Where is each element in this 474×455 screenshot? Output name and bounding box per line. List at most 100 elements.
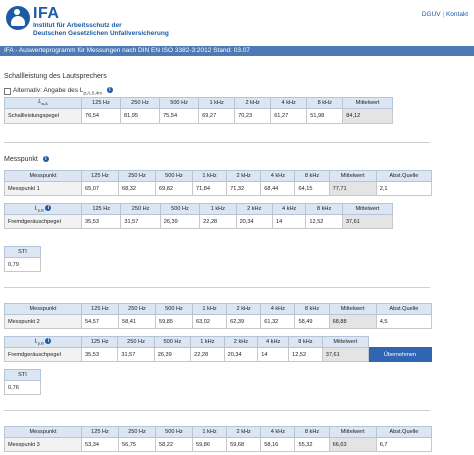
alternative-checkbox[interactable] bbox=[4, 88, 11, 95]
distance-input[interactable]: 6,7 bbox=[375, 437, 433, 452]
noise-corner-header: Lp,B i bbox=[4, 203, 82, 215]
col-header: 4 kHz bbox=[260, 170, 296, 182]
col-header: 250 Hz bbox=[117, 336, 155, 348]
point-value-input[interactable]: 58,16 bbox=[260, 437, 296, 452]
col-header: 2 kHz bbox=[226, 170, 262, 182]
section-divider bbox=[4, 287, 430, 288]
col-header: 1 kHz bbox=[198, 97, 236, 109]
col-header: 1 kHz bbox=[190, 336, 225, 348]
point-value-input[interactable]: 59,85 bbox=[154, 314, 193, 329]
speaker-value-input[interactable]: 76,54 bbox=[80, 108, 122, 124]
distance-input[interactable]: 4,5 bbox=[375, 314, 433, 329]
col-header: Mittelwert bbox=[342, 97, 393, 109]
info-icon[interactable]: i bbox=[106, 87, 113, 94]
noise-value-input[interactable]: 12,52 bbox=[288, 347, 323, 362]
alternative-label: Alternativ: Angabe des Lp,A,S,4m i bbox=[13, 87, 113, 95]
uebernehmen-button[interactable]: Übernehmen bbox=[367, 347, 433, 362]
point-value-input[interactable]: 59,68 bbox=[226, 437, 262, 452]
speaker-value-input[interactable]: 81,95 bbox=[120, 108, 161, 124]
speaker-row-label: Schallleistungspegel bbox=[4, 108, 82, 124]
point-value-input[interactable]: 69,82 bbox=[154, 181, 193, 196]
point-1-sti-table: STI 0,79 bbox=[4, 246, 41, 272]
point-value-input[interactable]: 63,02 bbox=[191, 314, 228, 329]
sti-value: 0,79 bbox=[4, 257, 41, 272]
noise-value-input[interactable]: 31,57 bbox=[117, 347, 155, 362]
noise-value-input[interactable]: 31,57 bbox=[120, 214, 161, 229]
speaker-value-input[interactable]: 75,54 bbox=[159, 108, 200, 124]
point-value-input[interactable]: 58,49 bbox=[294, 314, 330, 329]
point-value-input[interactable]: 59,86 bbox=[191, 437, 228, 452]
col-header: 2 kHz bbox=[223, 336, 259, 348]
point-1-table: Messpunkt 125 Hz 250 Hz 500 Hz 1 kHz 2 k… bbox=[4, 170, 433, 196]
noise-value-input[interactable]: 26,39 bbox=[153, 347, 192, 362]
col-header: 250 Hz bbox=[120, 203, 161, 215]
point-value-input[interactable]: 55,32 bbox=[294, 437, 330, 452]
point-value-input[interactable]: 58,22 bbox=[154, 437, 193, 452]
info-icon[interactable]: i bbox=[45, 205, 52, 212]
noise-value-input[interactable]: 22,28 bbox=[199, 214, 237, 229]
col-header: 8 kHz bbox=[294, 426, 330, 438]
distance-input[interactable]: 2,1 bbox=[375, 181, 433, 196]
col-header: 1 kHz bbox=[191, 170, 228, 182]
col-header: 250 Hz bbox=[120, 97, 161, 109]
sti-header: STI bbox=[4, 246, 41, 258]
col-header: Messpunkt bbox=[4, 303, 82, 315]
col-header: 2 kHz bbox=[234, 97, 272, 109]
col-header: 1 kHz bbox=[199, 203, 237, 215]
noise-value-input[interactable]: 26,39 bbox=[159, 214, 201, 229]
speaker-value-input[interactable]: 70,23 bbox=[234, 108, 272, 124]
col-header: 4 kHz bbox=[257, 336, 290, 348]
speaker-value-input[interactable]: 69,27 bbox=[198, 108, 236, 124]
noise-corner-header: Lp,B i bbox=[4, 336, 82, 348]
point-value-input[interactable]: 62,39 bbox=[226, 314, 262, 329]
col-header: 8 kHz bbox=[294, 170, 330, 182]
col-header: Mittelwert bbox=[328, 426, 377, 438]
point-2-noise-table: Lp,B i 125 Hz 250 Hz 500 Hz 1 kHz 2 kHz … bbox=[4, 336, 433, 362]
info-icon[interactable]: i bbox=[45, 338, 52, 345]
point-mean-value: 77,71 bbox=[328, 181, 377, 196]
noise-value-input[interactable]: 20,34 bbox=[235, 214, 273, 229]
point-mean-value: 66,63 bbox=[328, 437, 377, 452]
col-header: 4 kHz bbox=[270, 97, 308, 109]
point-1-noise-table: Lp,B i 125 Hz 250 Hz 500 Hz 1 kHz 2 kHz … bbox=[4, 203, 394, 229]
speaker-value-input[interactable]: 51,98 bbox=[306, 108, 344, 124]
point-value-input[interactable]: 53,34 bbox=[81, 437, 119, 452]
col-header: 500 Hz bbox=[154, 303, 193, 315]
col-header: Abst.Quelle bbox=[375, 170, 433, 182]
noise-mean-value: 37,61 bbox=[321, 347, 369, 362]
noise-value-input[interactable]: 14 bbox=[271, 214, 307, 229]
sti-value: 0,76 bbox=[4, 380, 41, 395]
link-dguv[interactable]: DGUV bbox=[421, 11, 441, 18]
point-2-table: Messpunkt 125 Hz 250 Hz 500 Hz 1 kHz 2 k… bbox=[4, 303, 433, 329]
noise-value-input[interactable]: 35,53 bbox=[80, 214, 122, 229]
logo-title: IFA bbox=[33, 5, 60, 22]
speaker-value-input[interactable]: 61,27 bbox=[270, 108, 308, 124]
link-separator: | bbox=[442, 11, 445, 18]
point-value-input[interactable]: 65,07 bbox=[81, 181, 119, 196]
col-header: Abst.Quelle bbox=[375, 426, 433, 438]
noise-value-input[interactable]: 14 bbox=[257, 347, 290, 362]
point-value-input[interactable]: 68,44 bbox=[260, 181, 296, 196]
col-header: Mittelwert bbox=[328, 303, 377, 315]
point-value-input[interactable]: 68,32 bbox=[117, 181, 156, 196]
speaker-table: Lw,A 125 Hz 250 Hz 500 Hz 1 kHz 2 kHz 4 … bbox=[4, 97, 393, 124]
point-value-input[interactable]: 71,84 bbox=[191, 181, 228, 196]
link-kontakt[interactable]: Kontakt bbox=[445, 11, 468, 18]
noise-value-input[interactable]: 12,52 bbox=[305, 214, 343, 229]
point-3-table: Messpunkt 125 Hz 250 Hz 500 Hz 1 kHz 2 k… bbox=[4, 426, 433, 452]
point-value-input[interactable]: 58,41 bbox=[117, 314, 156, 329]
noise-value-input[interactable]: 22,28 bbox=[190, 347, 225, 362]
point-value-input[interactable]: 56,75 bbox=[117, 437, 156, 452]
noise-value-input[interactable]: 35,53 bbox=[80, 347, 119, 362]
col-header: Mittelwert bbox=[328, 170, 377, 182]
point-value-input[interactable]: 54,57 bbox=[81, 314, 119, 329]
noise-value-input[interactable]: 20,34 bbox=[223, 347, 259, 362]
point-value-input[interactable]: 61,32 bbox=[260, 314, 296, 329]
point-value-input[interactable]: 71,32 bbox=[226, 181, 262, 196]
noise-mean-value: 37,61 bbox=[341, 214, 394, 229]
point-name: Messpunkt 1 bbox=[4, 181, 82, 196]
point-value-input[interactable]: 64,15 bbox=[294, 181, 330, 196]
info-icon[interactable]: i bbox=[42, 156, 49, 163]
speaker-mean-value: 84,12 bbox=[342, 108, 393, 124]
speaker-section-title: Schallleistung des Lautsprechers bbox=[4, 73, 107, 80]
